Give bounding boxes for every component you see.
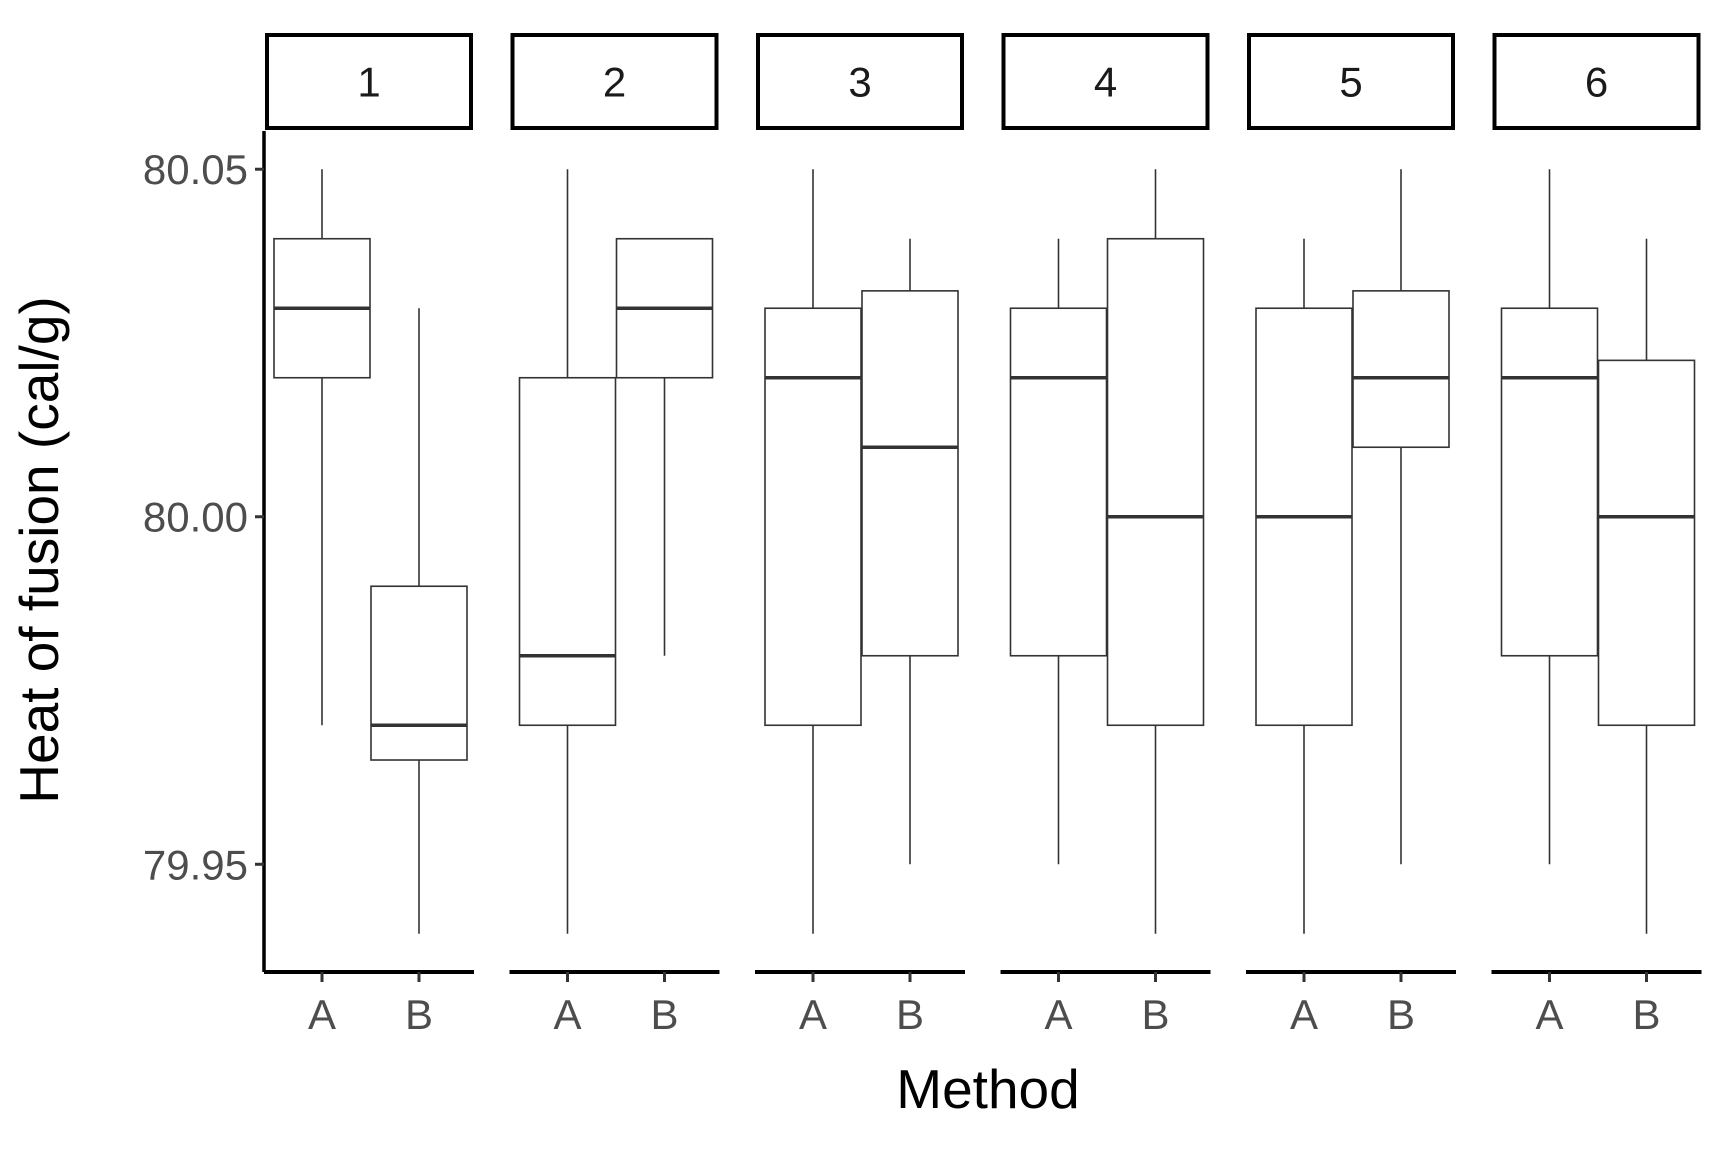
- facet-strip-label: 6: [1585, 59, 1608, 106]
- boxplot-5-B: [1352, 169, 1450, 865]
- facet-strip-label: 3: [848, 59, 871, 106]
- facet-strip: [756, 33, 964, 130]
- x-tick-label: B: [1141, 991, 1169, 1038]
- box-iqr: [861, 290, 959, 657]
- facet-strip-label: 2: [603, 59, 626, 106]
- boxplot-4-A: [1009, 238, 1108, 865]
- boxplot-3-A: [764, 169, 862, 934]
- x-axis-title: Method: [896, 1058, 1079, 1120]
- facet-strip: [1247, 33, 1455, 130]
- facet-strip: [265, 33, 473, 130]
- boxplot-2-A: [518, 169, 617, 934]
- box-iqr: [1106, 237, 1205, 727]
- facet-strip: [510, 33, 719, 130]
- facet-panel-1: 1 A B: [264, 33, 474, 1038]
- boxplot-6-B: [1597, 238, 1696, 934]
- y-axis: 79.95 80.00 80.05: [143, 131, 266, 972]
- y-tick-label: 79.95: [143, 841, 248, 888]
- facet-panel-4: 4 A B: [1000, 33, 1211, 1038]
- facet-panel-3: 3 A B: [755, 33, 965, 1038]
- x-tick-label: A: [1044, 991, 1072, 1038]
- x-tick-label: B: [896, 991, 924, 1038]
- box-iqr: [1009, 307, 1108, 657]
- boxplot-3-B: [861, 238, 959, 865]
- boxplot-6-A: [1500, 169, 1599, 865]
- facet-panel-2: 2 A B: [509, 33, 720, 1038]
- boxplot-1-B: [370, 308, 468, 934]
- x-tick-label: B: [1387, 991, 1415, 1038]
- y-axis-title: Heat of fusion (cal/g): [8, 296, 70, 803]
- box-iqr: [1597, 359, 1696, 727]
- y-tick-label: 80.05: [143, 146, 248, 193]
- x-tick-label: B: [650, 991, 678, 1038]
- y-tick-label: 80.00: [143, 494, 248, 541]
- boxplot-2-B: [615, 237, 714, 656]
- facet-strip-label: 4: [1094, 59, 1117, 106]
- boxplot-4-B: [1106, 169, 1205, 934]
- x-tick-label: A: [1290, 991, 1318, 1038]
- facet-panel-5: 5 A B: [1246, 33, 1456, 1038]
- x-tick-label: A: [1535, 991, 1563, 1038]
- facet-strip-label: 1: [357, 59, 380, 106]
- box-iqr: [1500, 307, 1599, 657]
- box-iqr: [370, 585, 468, 761]
- x-tick-label: B: [405, 991, 433, 1038]
- facet-strip-label: 5: [1339, 59, 1362, 106]
- x-tick-label: A: [308, 991, 336, 1038]
- x-tick-label: A: [553, 991, 581, 1038]
- facet-panel-6: 6 A B: [1491, 33, 1702, 1038]
- box-iqr: [518, 376, 617, 727]
- facet-panels: 1 A B 2 A B 3 A B 4 A B 5 A B 6 A B: [264, 33, 1702, 1038]
- x-tick-label: A: [799, 991, 827, 1038]
- x-tick-label: B: [1632, 991, 1660, 1038]
- boxplot-5-A: [1255, 238, 1353, 934]
- boxplot-1-A: [273, 169, 371, 726]
- facet-strip: [1001, 33, 1210, 130]
- facet-strip: [1492, 33, 1701, 130]
- box-iqr: [764, 307, 862, 727]
- box-iqr: [1352, 290, 1450, 449]
